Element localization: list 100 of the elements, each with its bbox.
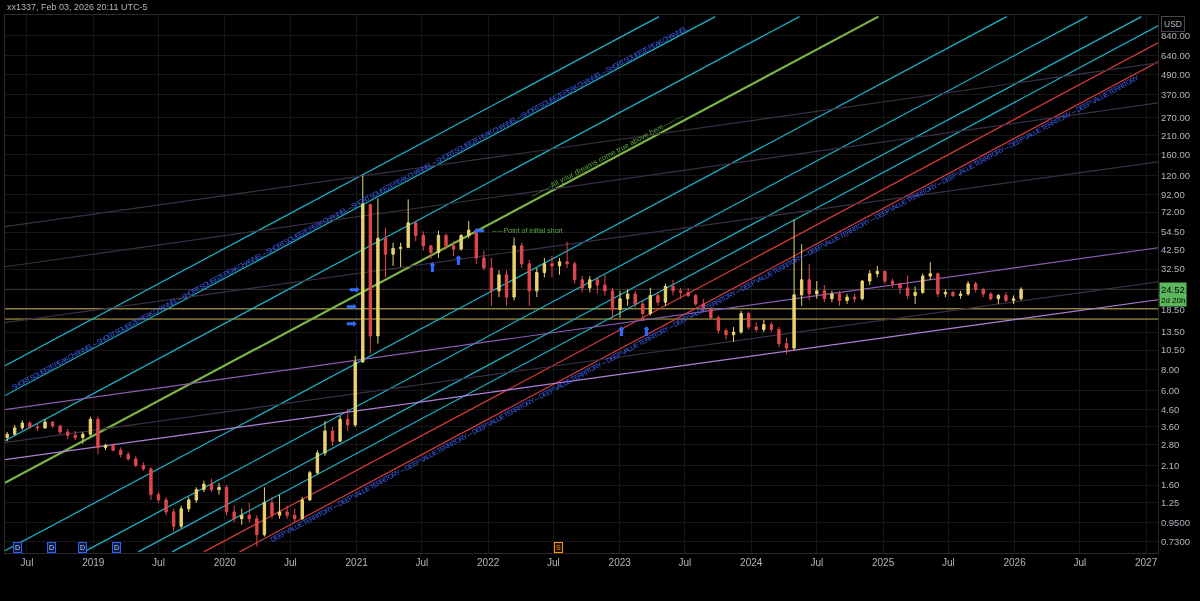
chart-title: xx1337, Feb 03, 2026 20:11 UTC-5 [7, 2, 148, 12]
x-tick-label: 2026 [1003, 557, 1027, 568]
y-tick-label: 3.60 [1160, 421, 1180, 433]
x-tick-label: 2023 [608, 557, 632, 568]
candlestick [663, 283, 668, 307]
candlestick [610, 287, 615, 319]
candlestick [315, 449, 320, 476]
candlestick [535, 267, 539, 298]
candlestick [262, 486, 267, 538]
candlestick [156, 491, 161, 504]
candlestick [784, 337, 789, 355]
candlestick [58, 424, 62, 435]
candlestick [512, 237, 516, 301]
candlestick [731, 326, 736, 343]
candlestick [209, 478, 214, 493]
candlestick [285, 505, 289, 520]
candlestick [376, 198, 380, 345]
candlestick [527, 259, 531, 307]
candlestick [270, 496, 274, 520]
candlestick [164, 496, 168, 516]
candlestick [277, 494, 282, 520]
x-tick-label: Jul [1073, 557, 1087, 568]
candlestick [232, 505, 236, 523]
candlestick [845, 293, 849, 305]
candlestick [368, 203, 373, 355]
candlestick [520, 242, 524, 269]
candlestick [883, 269, 887, 285]
candlestick [769, 321, 774, 333]
candlestick [96, 416, 100, 455]
x-tick-label: 2025 [871, 557, 895, 568]
y-tick-label: 0.9500 [1160, 516, 1190, 528]
candlestick [958, 290, 963, 300]
y-axis-title: USD [1164, 19, 1182, 29]
candlestick [482, 250, 486, 271]
y-tick-label: 72.00 [1160, 206, 1185, 218]
y-tick-label: 160.00 [1160, 149, 1190, 161]
candlestick [5, 431, 9, 442]
y-tick-label: 2.80 [1160, 439, 1180, 451]
y-tick-label: 370.00 [1160, 89, 1190, 101]
x-tick-label: 2019 [82, 557, 105, 568]
y-tick-label: 640.00 [1160, 49, 1190, 61]
candlestick [625, 288, 630, 307]
candlestick [255, 514, 259, 547]
candlestick [1004, 291, 1008, 303]
candlestick [966, 280, 970, 296]
candlestick [421, 230, 426, 252]
candlestick [936, 272, 940, 298]
candlestick [345, 408, 350, 432]
candlestick [656, 291, 660, 307]
x-tick-label: 2022 [477, 557, 500, 568]
candlestick [383, 227, 388, 278]
x-tick-label: 2021 [345, 557, 369, 568]
candlestick [898, 281, 902, 295]
y-tick-label: 8.00 [1160, 363, 1180, 375]
candlestick [913, 286, 917, 305]
candlestick [875, 265, 880, 278]
y-tick-label: 0.7300 [1160, 535, 1190, 547]
candlestick [81, 431, 85, 445]
candlestick [429, 244, 433, 260]
y-tick-label: 18.50 [1160, 303, 1185, 315]
candlestick [330, 426, 335, 447]
candlestick [13, 424, 17, 436]
candlestick [618, 290, 622, 319]
x-tick-label: 2027 [1134, 557, 1158, 568]
candlestick [572, 261, 577, 285]
candlestick [724, 327, 728, 340]
candlestick [951, 290, 955, 298]
y-tick-label: 32.50 [1160, 263, 1185, 275]
y-tick-label: 490.00 [1160, 68, 1190, 80]
candlestick [1011, 294, 1016, 305]
candlestick [20, 419, 24, 431]
candlestick [746, 310, 751, 331]
candlestick [739, 310, 743, 335]
candlestick [981, 287, 985, 298]
candlestick [504, 269, 509, 307]
candlestick [694, 293, 698, 307]
x-tick-label: Jul [20, 557, 34, 568]
y-tick-label: 2.10 [1160, 459, 1180, 471]
candlestick [187, 496, 191, 513]
x-tick-label: 2020 [213, 557, 237, 568]
y-tick-label: 1.25 [1160, 497, 1180, 509]
candlestick [134, 455, 138, 468]
candlestick [762, 319, 766, 333]
candlestick [171, 508, 176, 532]
candlestick [852, 293, 857, 303]
candlestick [414, 220, 418, 242]
candlestick [905, 274, 910, 300]
annotation: ⬆ [453, 253, 464, 268]
x-tick-label: 2024 [740, 557, 763, 568]
candlestick [1019, 286, 1023, 301]
x-tick-label: Jul [415, 557, 429, 568]
candlestick [996, 293, 1001, 305]
ref-line-label: 24.52 [1161, 284, 1185, 295]
y-tick-label: 54.50 [1160, 226, 1185, 238]
candlestick [391, 242, 395, 267]
y-tick-label: 120.00 [1160, 169, 1190, 181]
annotation: ⬆ [427, 260, 438, 275]
y-tick-label: 13.50 [1160, 326, 1185, 338]
candlestick [830, 290, 834, 303]
candlestick [217, 482, 221, 496]
